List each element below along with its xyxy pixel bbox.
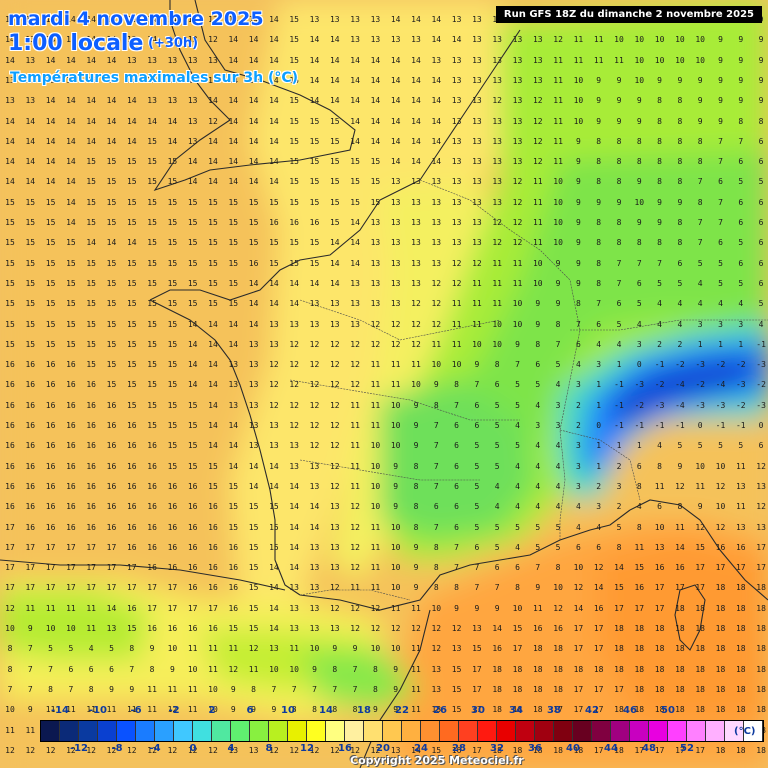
parameter-label: Températures maximales sur 3h (°C) <box>10 70 299 86</box>
legend-swatch <box>307 721 326 741</box>
legend-label-bottom: 48 <box>642 743 656 754</box>
legend-swatch <box>98 721 117 741</box>
legend-label-bottom: 40 <box>566 743 580 754</box>
legend-label-top: 50 <box>661 705 675 716</box>
forecast-offset: (+30h) <box>148 36 199 51</box>
legend-label-top: 38 <box>547 705 561 716</box>
legend-label-bottom: 16 <box>338 743 352 754</box>
legend-swatch <box>516 721 535 741</box>
legend-swatch <box>326 721 345 741</box>
legend-label-bottom: 44 <box>604 743 618 754</box>
legend-swatch <box>649 721 668 741</box>
legend-swatch <box>136 721 155 741</box>
color-legend: -14 -10 -6 -2 2 6 10 14 18 22 26 30 34 38 42 46 50 -12 -8-… <box>40 705 764 764</box>
legend-label-top: 2 <box>208 705 216 716</box>
legend-swatch <box>364 721 383 741</box>
legend-swatch <box>725 721 744 741</box>
legend-swatch <box>497 721 516 741</box>
legend-swatch <box>573 721 592 741</box>
legend-label-bottom: 52 <box>680 743 694 754</box>
legend-swatch <box>440 721 459 741</box>
legend-label-bottom: -8 <box>111 743 123 754</box>
legend-label-top: -10 <box>88 705 108 716</box>
legend-label-top: 6 <box>246 705 254 716</box>
legend-label-top: 14 <box>319 705 333 716</box>
legend-label-bottom: 8 <box>265 743 273 754</box>
legend-label-top: 30 <box>471 705 485 716</box>
legend-swatch <box>554 721 573 741</box>
run-label: Run GFS 18Z du dimanche 2 novembre 2025 <box>495 6 762 23</box>
legend-swatch <box>383 721 402 741</box>
forecast-date: mardi 4 novembre 2025 <box>8 8 264 30</box>
legend-label-top: -14 <box>50 705 70 716</box>
legend-unit: (°C) <box>734 726 756 737</box>
legend-swatch <box>212 721 231 741</box>
legend-label-top: 34 <box>509 705 523 716</box>
legend-swatch <box>706 721 725 741</box>
legend-swatch <box>60 721 79 741</box>
legend-swatch <box>345 721 364 741</box>
legend-swatch <box>630 721 649 741</box>
legend-swatch <box>592 721 611 741</box>
legend-label-top: 46 <box>623 705 637 716</box>
legend-swatch <box>41 721 60 741</box>
legend-swatch <box>402 721 421 741</box>
legend-swatch <box>288 721 307 741</box>
legend-label-bottom: 0 <box>189 743 197 754</box>
legend-swatch <box>421 721 440 741</box>
legend-swatch <box>174 721 193 741</box>
legend-label-top: 18 <box>357 705 371 716</box>
legend-swatch <box>611 721 630 741</box>
legend-swatch <box>155 721 174 741</box>
legend-swatch <box>269 721 288 741</box>
legend-swatch <box>668 721 687 741</box>
legend-label-bottom: 20 <box>376 743 390 754</box>
legend-label-bottom: 12 <box>300 743 314 754</box>
legend-label-bottom: 28 <box>452 743 466 754</box>
legend-color-bar <box>40 720 764 742</box>
legend-label-top: 10 <box>281 705 295 716</box>
legend-label-top: 42 <box>585 705 599 716</box>
legend-swatch <box>193 721 212 741</box>
borders <box>289 179 768 601</box>
legend-swatch <box>478 721 497 741</box>
legend-label-top: -6 <box>130 705 142 716</box>
legend-swatch <box>79 721 98 741</box>
legend-label-bottom: 32 <box>490 743 504 754</box>
legend-swatch <box>744 721 763 741</box>
legend-label-bottom: 24 <box>414 743 428 754</box>
legend-swatch <box>117 721 136 741</box>
legend-swatch <box>231 721 250 741</box>
legend-label-bottom: 36 <box>528 743 542 754</box>
legend-swatch <box>687 721 706 741</box>
legend-label-top: -2 <box>168 705 180 716</box>
legend-swatch <box>535 721 554 741</box>
legend-label-bottom: 4 <box>227 743 235 754</box>
forecast-hour: 1:00 locale <box>8 31 144 56</box>
copyright: Copyright 2025 Meteociel.fr <box>350 754 524 767</box>
legend-swatch <box>459 721 478 741</box>
legend-label-top: 22 <box>395 705 409 716</box>
legend-label-top: 26 <box>433 705 447 716</box>
legend-label-bottom: -4 <box>149 743 161 754</box>
legend-swatch <box>250 721 269 741</box>
legend-label-bottom: -12 <box>69 743 89 754</box>
